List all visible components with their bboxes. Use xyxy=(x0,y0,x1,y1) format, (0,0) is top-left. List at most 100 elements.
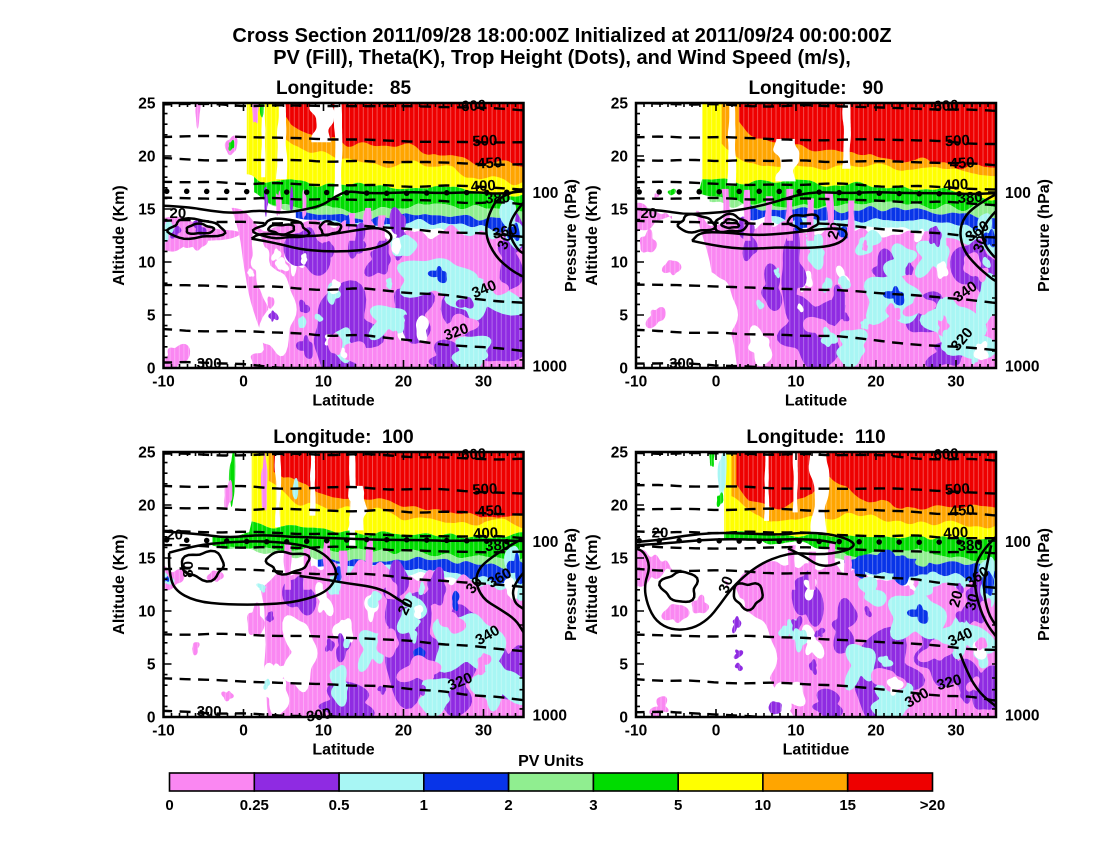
svg-text:450: 450 xyxy=(477,154,503,172)
svg-text:0: 0 xyxy=(619,361,628,378)
svg-text:>20: >20 xyxy=(920,797,945,814)
svg-text:Cross Section 2011/09/28 18:00: Cross Section 2011/09/28 18:00:00Z Initi… xyxy=(232,25,891,47)
svg-text:450: 450 xyxy=(949,502,975,520)
svg-text:30: 30 xyxy=(715,574,737,595)
svg-text:500: 500 xyxy=(472,132,498,150)
svg-text:20: 20 xyxy=(824,221,845,242)
svg-text:320: 320 xyxy=(935,671,964,694)
svg-text:20: 20 xyxy=(652,525,669,542)
svg-text:20: 20 xyxy=(138,498,155,515)
svg-text:10: 10 xyxy=(315,723,332,740)
svg-text:Altitude (Km): Altitude (Km) xyxy=(584,534,601,634)
svg-text:0: 0 xyxy=(147,361,156,378)
svg-text:380: 380 xyxy=(485,189,511,207)
svg-text:600: 600 xyxy=(461,97,487,115)
svg-text:Longitude: 110: Longitude: 110 xyxy=(746,427,885,448)
svg-text:2: 2 xyxy=(504,797,512,814)
svg-text:Altitude (Km): Altitude (Km) xyxy=(111,185,128,285)
svg-text:0.5: 0.5 xyxy=(329,797,350,814)
svg-text:5: 5 xyxy=(619,657,628,674)
svg-text:-10: -10 xyxy=(152,374,174,391)
svg-text:10: 10 xyxy=(138,604,155,621)
svg-text:400: 400 xyxy=(470,177,496,195)
svg-text:-10: -10 xyxy=(625,374,647,391)
svg-text:500: 500 xyxy=(472,480,498,498)
svg-text:300: 300 xyxy=(197,355,222,372)
svg-text:20: 20 xyxy=(640,205,657,222)
svg-text:10: 10 xyxy=(138,255,155,272)
svg-text:Pressure (hPa): Pressure (hPa) xyxy=(563,528,580,641)
svg-text:Latitude: Latitude xyxy=(785,393,847,410)
svg-text:500: 500 xyxy=(944,132,970,150)
svg-text:25: 25 xyxy=(611,96,629,113)
svg-text:15: 15 xyxy=(138,202,156,219)
svg-text:Pressure (hPa): Pressure (hPa) xyxy=(563,179,580,292)
svg-text:1000: 1000 xyxy=(533,708,567,725)
svg-text:100: 100 xyxy=(1005,534,1031,551)
svg-text:0: 0 xyxy=(165,797,173,814)
svg-text:20: 20 xyxy=(395,596,417,618)
svg-text:25: 25 xyxy=(138,96,156,113)
svg-text:Pressure (hPa): Pressure (hPa) xyxy=(1036,179,1053,292)
svg-text:15: 15 xyxy=(611,202,629,219)
svg-text:450: 450 xyxy=(477,502,503,520)
svg-text:500: 500 xyxy=(944,480,970,498)
svg-text:0: 0 xyxy=(147,710,156,727)
svg-text:20: 20 xyxy=(946,589,967,610)
svg-text:1000: 1000 xyxy=(1005,359,1039,376)
svg-text:400: 400 xyxy=(943,524,969,542)
svg-text:Latitude: Latitude xyxy=(312,393,374,410)
svg-text:20: 20 xyxy=(395,723,412,740)
svg-text:3: 3 xyxy=(589,797,597,814)
svg-text:30: 30 xyxy=(947,374,964,391)
svg-text:-10: -10 xyxy=(625,723,647,740)
svg-text:Longitude: 85: Longitude: 85 xyxy=(276,78,412,99)
svg-text:1: 1 xyxy=(420,797,428,814)
svg-text:0: 0 xyxy=(712,723,721,740)
svg-text:0: 0 xyxy=(239,374,248,391)
svg-text:450: 450 xyxy=(949,154,975,172)
svg-text:0: 0 xyxy=(239,723,248,740)
svg-text:30: 30 xyxy=(475,723,492,740)
svg-text:600: 600 xyxy=(933,445,959,463)
svg-text:20: 20 xyxy=(138,149,155,166)
svg-text:10: 10 xyxy=(787,723,804,740)
svg-text:360: 360 xyxy=(491,221,519,243)
svg-text:100: 100 xyxy=(533,185,559,202)
svg-text:20: 20 xyxy=(611,149,628,166)
svg-text:PV Units: PV Units xyxy=(518,753,584,770)
svg-text:10: 10 xyxy=(787,374,804,391)
svg-text:10: 10 xyxy=(611,604,628,621)
svg-text:5: 5 xyxy=(619,308,628,325)
svg-text:10: 10 xyxy=(611,255,628,272)
svg-text:300: 300 xyxy=(669,355,694,372)
svg-text:400: 400 xyxy=(473,524,499,542)
svg-text:20: 20 xyxy=(611,498,628,515)
svg-text:30: 30 xyxy=(494,230,516,251)
svg-text:15: 15 xyxy=(839,797,856,814)
svg-text:20: 20 xyxy=(867,374,884,391)
svg-text:1000: 1000 xyxy=(1005,708,1039,725)
svg-text:400: 400 xyxy=(943,176,969,194)
svg-text:0.25: 0.25 xyxy=(240,797,269,814)
svg-text:0: 0 xyxy=(619,710,628,727)
svg-text:Altitude (Km): Altitude (Km) xyxy=(584,185,601,285)
svg-text:30: 30 xyxy=(947,723,964,740)
svg-text:5: 5 xyxy=(674,797,682,814)
svg-text:80: 80 xyxy=(180,561,197,578)
svg-text:100: 100 xyxy=(1005,185,1031,202)
svg-text:10: 10 xyxy=(755,797,772,814)
svg-text:25: 25 xyxy=(138,445,156,462)
svg-text:Pressure (hPa): Pressure (hPa) xyxy=(1036,528,1053,641)
svg-text:Longitude: 100: Longitude: 100 xyxy=(273,427,413,448)
svg-text:30: 30 xyxy=(962,592,983,613)
svg-text:30: 30 xyxy=(970,234,992,255)
svg-text:100: 100 xyxy=(533,534,559,551)
svg-text:20: 20 xyxy=(395,374,412,391)
svg-text:20: 20 xyxy=(166,527,183,544)
svg-text:1000: 1000 xyxy=(533,359,567,376)
svg-text:25: 25 xyxy=(611,445,629,462)
svg-text:300: 300 xyxy=(305,705,332,725)
svg-text:380: 380 xyxy=(957,537,983,555)
svg-text:600: 600 xyxy=(461,445,487,463)
